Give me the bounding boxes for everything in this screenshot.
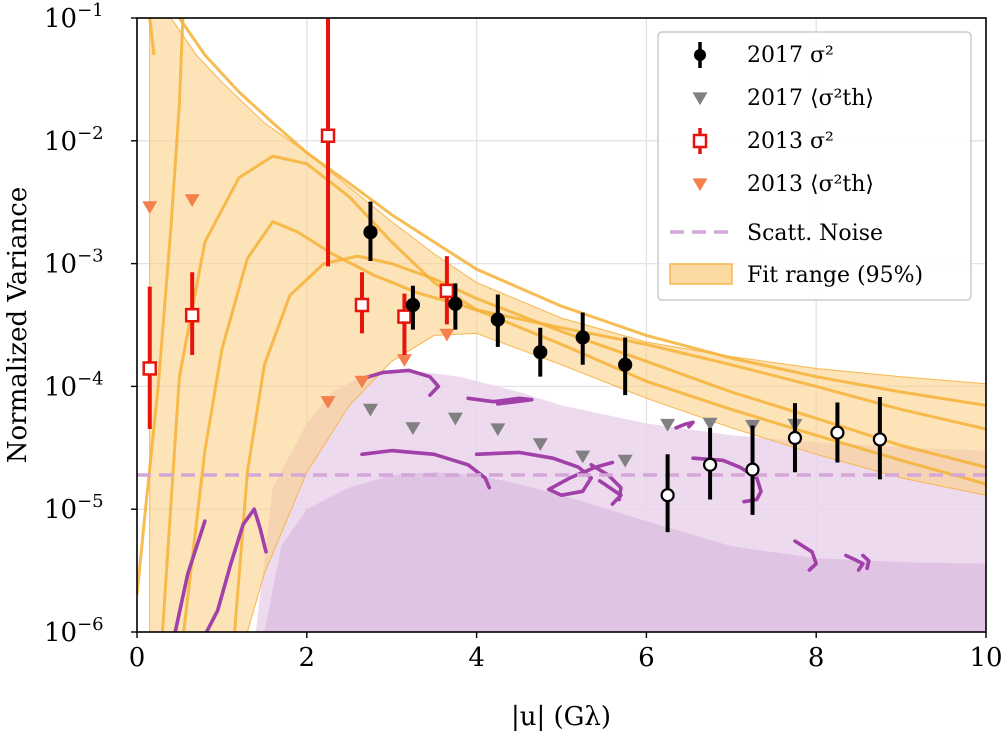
variance-track [793,539,819,572]
square-marker [439,283,455,299]
variance-track [844,553,865,572]
legend-label: Fit range (95%) [747,263,923,288]
variance-track [360,368,441,397]
triangle-marker [354,375,370,389]
circle-marker [363,225,378,240]
triangle-marker [320,396,336,409]
variance-regions [255,370,986,632]
circle-marker [830,425,845,440]
circle-marker [618,357,633,372]
triangle-marker [362,403,378,417]
y-tick-label: 10−4 [44,368,104,402]
triangle-marker [405,422,421,435]
variance-track [360,448,492,490]
triangle-marker [617,454,633,468]
legend-fit-patch [669,263,733,285]
circle-marker [702,457,718,472]
y-axis-label: Normalized Variance [3,187,33,463]
fit-curve [182,220,986,632]
y-tick-label: 10−6 [44,614,104,648]
circle-marker [490,312,505,327]
triangle-marker [184,194,200,208]
x-axis-label: |u| (Gλ) [511,702,611,732]
triangle-marker [575,450,591,464]
variance-track [861,553,871,571]
variance-track [597,479,623,506]
square-marker [397,309,412,324]
triangle-marker [447,412,463,426]
legend-box [657,31,972,301]
data-markers [142,18,887,533]
x-axis: 0 2 4 6 8 10 [129,632,1001,673]
variance-tracks [173,368,871,632]
x-tick-label: 2 [299,643,316,673]
fit-curve [177,18,986,407]
y-tick-label: 10−1 [44,0,104,34]
triangle-marker [660,418,676,432]
x-tick-label: 0 [129,643,146,673]
fit-curve [148,18,156,56]
legend-triangle-marker [692,178,708,192]
x-tick-label: 4 [468,643,485,673]
x-tick-label: 10 [969,643,1001,673]
triangle-marker [490,423,506,437]
variance-track [204,507,268,632]
legend-label: 2013 ⟨σ²th⟩ [747,172,874,197]
triangle-marker [702,417,718,431]
circle-marker [405,297,421,313]
legend-label: 2017 σ² [747,43,834,68]
legend-triangle-marker [692,92,708,106]
legend-square-marker [692,133,708,149]
legend: 2017 σ² 2017 ⟨σ²th⟩ 2013 σ² 2013 ⟨σ²th⟩ … [657,31,972,301]
y-tick-label: 10−2 [44,123,104,157]
fit-curve [233,254,986,632]
triangle-marker [532,438,548,452]
fit-curve [137,18,185,596]
variance-track [674,420,695,430]
y-tick-label: 10−5 [44,491,104,525]
variance-track [466,396,534,406]
fit-curves [137,18,986,632]
square-marker [320,128,336,143]
square-marker [354,297,370,313]
x-tick-label: 8 [808,643,825,673]
variance-track [173,519,207,632]
triangle-marker [396,354,412,367]
circle-marker [787,430,803,446]
circle-marker [660,488,675,503]
circle-marker [872,432,887,447]
circle-marker [745,462,760,477]
variance-region [264,472,986,632]
circle-marker [448,296,463,311]
legend-label: 2013 σ² [747,129,834,154]
triangle-marker [439,328,455,342]
plot-area [137,18,986,632]
circle-marker [575,330,590,345]
y-axis: 10−6 10−5 10−4 10−3 10−2 10−1 [44,0,137,648]
y-tick-label: 10−3 [44,246,104,280]
square-marker [142,361,157,376]
triangle-marker [142,201,158,214]
fit-curve [161,154,986,632]
circle-marker [533,345,548,360]
variance-track [691,456,763,504]
legend-label: 2017 ⟨σ²th⟩ [747,86,874,111]
plot-frame [136,17,987,633]
legend-circle-marker [694,49,706,61]
x-tick-label: 6 [638,643,655,673]
square-marker [184,307,200,323]
legend-label: Scatt. Noise [747,221,883,246]
